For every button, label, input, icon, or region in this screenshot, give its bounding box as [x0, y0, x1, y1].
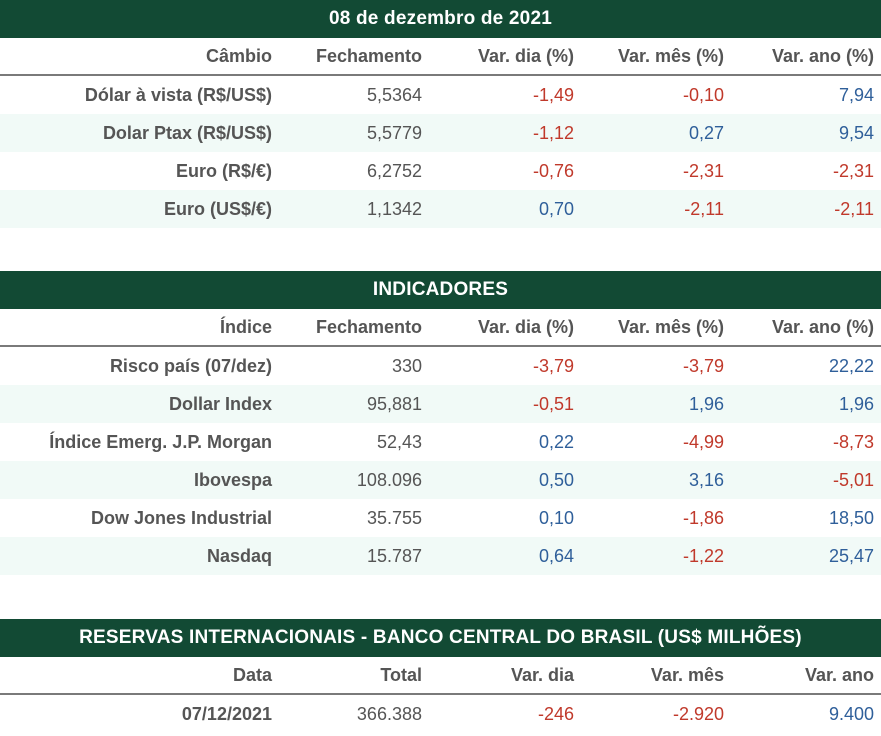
col-header: Var. dia (%)	[477, 316, 574, 337]
table-row: Risco país (07/dez) 330 -3,79 -3,79 22,2…	[0, 347, 881, 385]
close-value: 52,43	[376, 431, 422, 452]
close-value: 15.787	[366, 545, 422, 566]
col-header: Var. mês (%)	[617, 45, 724, 66]
col-header: Var. ano (%)	[771, 45, 874, 66]
month-var: -2,11	[684, 198, 724, 219]
month-var: 0,27	[688, 122, 724, 143]
close-value: 35.755	[366, 507, 422, 528]
table-row: Dollar Index 95,881 -0,51 1,96 1,96	[0, 385, 881, 423]
day-var: 0,64	[538, 545, 574, 566]
col-header: Fechamento	[315, 316, 422, 337]
day-var: -0,51	[532, 393, 574, 414]
day-var: 0,50	[538, 469, 574, 490]
day-var: -3,79	[532, 355, 574, 376]
year-var: 1,96	[838, 393, 874, 414]
col-header: Câmbio	[205, 45, 272, 66]
col-header: Índice	[219, 316, 272, 337]
day-var: -0,76	[532, 160, 574, 181]
indicadores-section: INDICADORES Índice Fechamento Var. dia (…	[0, 271, 881, 575]
year-var: 22,22	[828, 355, 874, 376]
table-row: Ibovespa 108.096 0,50 3,16 -5,01	[0, 461, 881, 499]
table-row: 07/12/2021 366.388 -246 -2.920 9.400	[0, 695, 881, 733]
close-value: 108.096	[356, 469, 422, 490]
close-value: 5,5779	[366, 122, 422, 143]
table-row: Euro (US$/€) 1,1342 0,70 -2,11 -2,11	[0, 190, 881, 228]
close-value: 330	[391, 355, 422, 376]
row-label: 07/12/2021	[181, 703, 272, 724]
col-header: Var. dia	[510, 664, 574, 685]
indicadores-header-row: Índice Fechamento Var. dia (%) Var. mês …	[0, 309, 881, 347]
year-var: -5,01	[832, 469, 874, 490]
row-label: Dow Jones Industrial	[90, 507, 272, 528]
col-header: Fechamento	[315, 45, 422, 66]
row-label: Risco país (07/dez)	[109, 355, 272, 376]
close-value: 5,5364	[366, 84, 422, 105]
col-header: Var. mês	[650, 664, 724, 685]
year-var: 9,54	[838, 122, 874, 143]
month-var: -4,99	[682, 431, 724, 452]
col-header: Var. dia (%)	[477, 45, 574, 66]
month-var: -1,86	[682, 507, 724, 528]
col-header: Data	[232, 664, 272, 685]
row-label: Euro (US$/€)	[163, 198, 272, 219]
day-var: -246	[537, 703, 574, 724]
row-label: Euro (R$/€)	[175, 160, 272, 181]
month-var: -1,22	[682, 545, 724, 566]
row-label: Índice Emerg. J.P. Morgan	[49, 431, 272, 452]
cambio-header-row: Câmbio Fechamento Var. dia (%) Var. mês …	[0, 38, 881, 76]
close-value: 1,1342	[366, 198, 422, 219]
reservas-title: RESERVAS INTERNACIONAIS - BANCO CENTRAL …	[0, 619, 881, 657]
year-var: 25,47	[828, 545, 874, 566]
year-var: 18,50	[828, 507, 874, 528]
year-var: 7,94	[838, 84, 874, 105]
year-var: -8,73	[832, 431, 874, 452]
table-row: Dólar à vista (R$/US$) 5,5364 -1,49 -0,1…	[0, 76, 881, 114]
indicadores-title: INDICADORES	[0, 271, 881, 309]
year-var: -2,11	[834, 198, 874, 219]
day-var: 0,70	[538, 198, 574, 219]
total-value: 366.388	[356, 703, 422, 724]
day-var: -1,12	[532, 122, 574, 143]
table-row: Euro (R$/€) 6,2752 -0,76 -2,31 -2,31	[0, 152, 881, 190]
close-value: 95,881	[366, 393, 422, 414]
table-row: Dow Jones Industrial 35.755 0,10 -1,86 1…	[0, 499, 881, 537]
cambio-title: 08 de dezembro de 2021	[0, 0, 881, 38]
row-label: Dollar Index	[168, 393, 272, 414]
month-var: -0,10	[682, 84, 724, 105]
day-var: -1,49	[532, 84, 574, 105]
table-row: Dolar Ptax (R$/US$) 5,5779 -1,12 0,27 9,…	[0, 114, 881, 152]
row-label: Ibovespa	[193, 469, 272, 490]
month-var: -2,31	[682, 160, 724, 181]
month-var: -3,79	[682, 355, 724, 376]
row-label: Nasdaq	[206, 545, 272, 566]
month-var: 3,16	[688, 469, 724, 490]
cambio-section: 08 de dezembro de 2021 Câmbio Fechamento…	[0, 0, 881, 228]
reservas-section: RESERVAS INTERNACIONAIS - BANCO CENTRAL …	[0, 619, 881, 733]
day-var: 0,10	[538, 507, 574, 528]
table-row: Nasdaq 15.787 0,64 -1,22 25,47	[0, 537, 881, 575]
row-label: Dolar Ptax (R$/US$)	[102, 122, 272, 143]
table-row: Índice Emerg. J.P. Morgan 52,43 0,22 -4,…	[0, 423, 881, 461]
month-var: 1,96	[688, 393, 724, 414]
day-var: 0,22	[538, 431, 574, 452]
col-header: Var. ano (%)	[771, 316, 874, 337]
reservas-header-row: Data Total Var. dia Var. mês Var. ano	[0, 657, 881, 695]
row-label: Dólar à vista (R$/US$)	[84, 84, 272, 105]
col-header: Var. ano	[804, 664, 874, 685]
col-header: Var. mês (%)	[617, 316, 724, 337]
close-value: 6,2752	[366, 160, 422, 181]
col-header: Total	[380, 664, 422, 685]
year-var: -2,31	[832, 160, 874, 181]
month-var: -2.920	[672, 703, 724, 724]
year-var: 9.400	[828, 703, 874, 724]
